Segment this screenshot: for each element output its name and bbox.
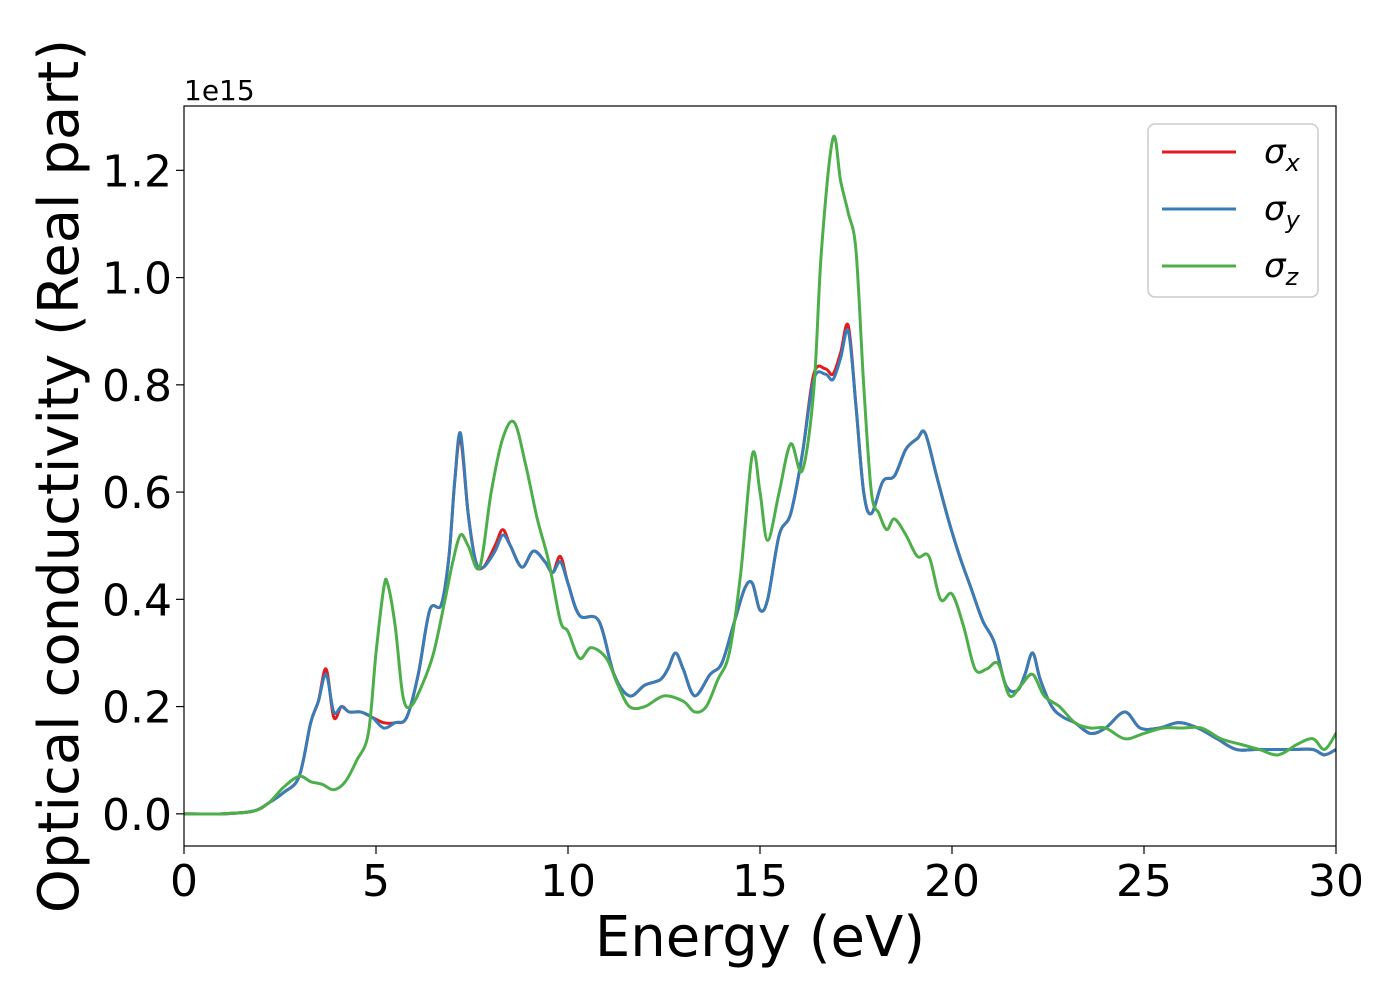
legend-label-z: σz	[1264, 246, 1300, 291]
x-tick-label: 15	[732, 856, 788, 907]
legend-label-y: σy	[1264, 189, 1301, 234]
x-tick-label: 0	[170, 856, 198, 907]
y-tick-label: 0.2	[102, 683, 172, 734]
y-axis-title: Optical conductivity (Real part)	[27, 39, 92, 913]
x-tick-label: 25	[1116, 856, 1172, 907]
y-tick-label: 1.0	[102, 254, 172, 305]
y-tick-label: 0.6	[102, 468, 172, 519]
series-lines	[184, 134, 1336, 816]
legend: σx σy σz	[1147, 123, 1319, 298]
x-axis-title: Energy (eV)	[595, 905, 925, 970]
y-tick-label: 1.2	[102, 146, 172, 197]
y-tick-label: 0.0	[102, 790, 172, 841]
x-tick-label: 5	[362, 856, 390, 907]
legend-entries: σx σy σz	[1162, 132, 1301, 291]
y-tick-label: 0.4	[102, 575, 172, 626]
x-tick-label: 20	[924, 856, 980, 907]
series-line-z	[184, 134, 1336, 816]
x-tick-label: 30	[1308, 856, 1364, 907]
series-line-y	[184, 328, 1336, 816]
y-offset-label: 1e15	[184, 74, 255, 107]
x-tick-label: 10	[540, 856, 596, 907]
legend-label-x: σx	[1264, 132, 1301, 177]
y-axis-ticks: 0.0 0.2 0.4 0.6 0.8 1.0 1.2	[102, 146, 184, 841]
y-tick-label: 0.8	[102, 361, 172, 412]
x-axis-ticks: 0 5 10 15 20 25 30	[170, 846, 1364, 907]
